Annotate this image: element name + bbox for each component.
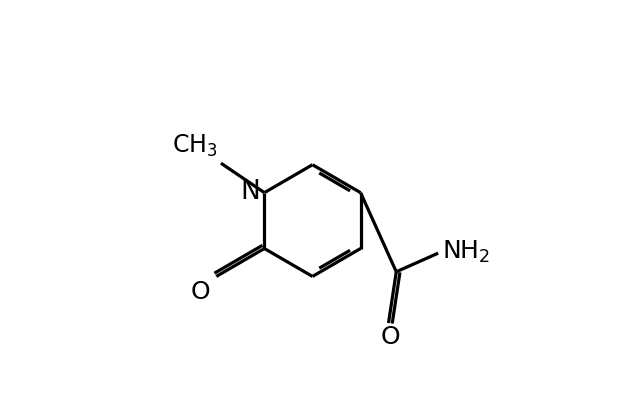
Text: NH$_2$: NH$_2$ (442, 239, 490, 265)
Text: N: N (240, 179, 260, 205)
Text: O: O (191, 280, 211, 303)
Text: CH$_3$: CH$_3$ (172, 132, 217, 158)
Text: O: O (380, 326, 400, 349)
